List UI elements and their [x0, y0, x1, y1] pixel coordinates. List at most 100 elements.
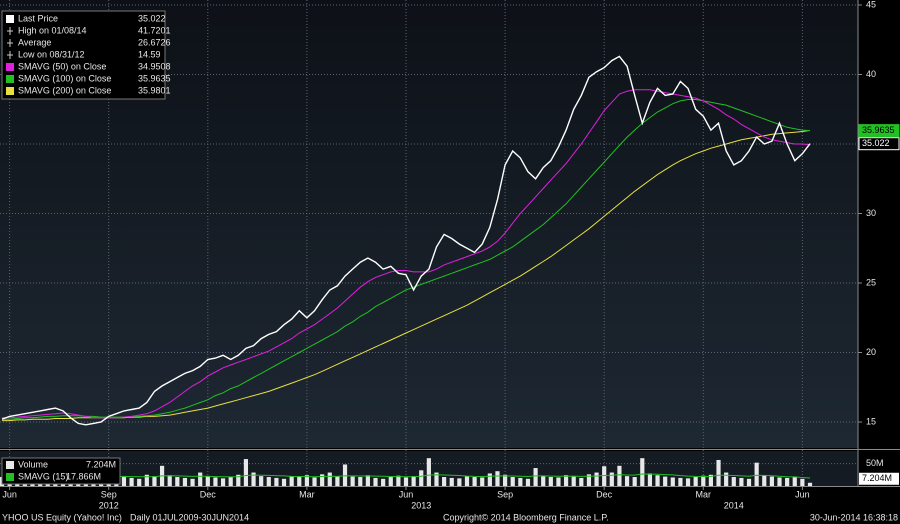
legend-label: Low on 08/31/12: [18, 49, 85, 59]
legend-label: SMAVG (50) on Close: [18, 61, 106, 71]
value-flag: [858, 124, 900, 138]
volume-bar: [442, 477, 447, 486]
series-line: [2, 99, 811, 420]
volume-bar: [762, 475, 767, 486]
volume-bar: [297, 477, 302, 486]
x-tick-label: Sep: [497, 489, 513, 499]
volume-bar: [655, 475, 660, 486]
x-tick-label: Jun: [2, 489, 17, 499]
volume-bar: [403, 477, 409, 486]
volume-bar: [274, 477, 279, 486]
volume-bar: [487, 473, 492, 486]
volume-bar: [777, 477, 782, 486]
volume-bar: [663, 476, 668, 486]
footer-security: YHOO US Equity (Yahoo! Inc): [2, 512, 122, 522]
volume-bar: [807, 482, 813, 486]
value-flag: [858, 137, 900, 151]
volume-bar: [373, 477, 378, 486]
volume-bar: [693, 477, 698, 486]
legend-label: SMAVG (200) on Close: [18, 85, 111, 95]
volume-bar: [335, 476, 340, 486]
volume-bar: [327, 472, 332, 486]
volume-bar: [388, 477, 393, 486]
volume-bar: [365, 475, 370, 486]
volume-bar: [541, 476, 546, 486]
volume-bar: [769, 476, 774, 486]
volume-bar: [510, 477, 515, 486]
series-line: [2, 89, 811, 419]
y-tick-label: 45: [866, 0, 876, 9]
legend-value: 7.204M: [86, 459, 116, 469]
volume-bar: [320, 474, 325, 486]
volume-bar: [144, 474, 149, 486]
volume-bar: [739, 477, 744, 486]
volume-bar: [137, 478, 142, 486]
y-axis-area: [858, 0, 900, 486]
x-tick-label: Jun: [795, 489, 810, 499]
series-line: [1, 55, 811, 426]
x-tick-label: Dec: [200, 489, 217, 499]
volume-bar: [670, 477, 675, 486]
legend-value: 17.866M: [66, 471, 101, 481]
volume-bar: [685, 478, 691, 486]
volume-bar: [579, 477, 584, 486]
x-tick-label: Mar: [299, 489, 315, 499]
legend-swatch: [6, 15, 14, 23]
volume-bar: [533, 468, 538, 486]
volume-bar: [312, 477, 317, 486]
x-tick-label: Dec: [596, 489, 613, 499]
series-line: [2, 129, 811, 422]
volume-bar: [495, 471, 500, 486]
volume-bar: [701, 475, 706, 486]
volume-bar: [632, 477, 637, 486]
volume-bar: [594, 472, 599, 486]
volume-bar: [647, 473, 653, 486]
volume-bar: [525, 478, 531, 486]
y-tick-label: 50M: [866, 458, 884, 468]
volume-bar: [350, 476, 355, 486]
legend-box: [1, 457, 121, 485]
volume-bar: [213, 477, 218, 486]
volume-bar: [724, 472, 729, 486]
volume-bar: [129, 477, 134, 486]
volume-bar: [640, 458, 645, 486]
volume-bar: [480, 477, 485, 486]
volume-bar: [785, 477, 790, 486]
volume-bar: [304, 475, 310, 486]
volume-bar: [342, 464, 348, 486]
x-tick-label: Mar: [696, 489, 712, 499]
legend-value: 35.9801: [138, 85, 171, 95]
y-tick-label: 15: [866, 416, 876, 426]
volume-bar: [502, 474, 508, 486]
volume-bar: [152, 476, 157, 486]
volume-bar: [800, 478, 805, 486]
volume-bar: [731, 477, 736, 486]
volume-bar: [289, 476, 294, 486]
legend-label: SMAVG (15): [18, 471, 68, 481]
volume-bar: [251, 472, 256, 486]
legend-label: SMAVG (100) on Close: [18, 73, 111, 83]
volume-bar: [259, 476, 264, 486]
legend-value: 35.022: [138, 13, 166, 23]
volume-bar: [449, 477, 454, 486]
legend-label: Volume: [18, 459, 48, 469]
volume-bar: [236, 474, 241, 486]
volume-bar: [746, 478, 752, 486]
legend-value: 14.59: [138, 49, 161, 59]
volume-bar: [571, 476, 576, 486]
y-tick-label: 30: [866, 208, 876, 218]
volume-bar: [678, 477, 683, 486]
x-tick-label: Sep: [101, 489, 117, 499]
volume-bar: [167, 475, 172, 486]
volume-bar: [518, 477, 523, 486]
volume-bar: [205, 476, 210, 486]
value-flag-label: 7.204M: [862, 473, 892, 483]
volume-bar: [609, 472, 614, 486]
plot-layer: 1520253035404550MJunSepDecMarJunSepDecMa…: [0, 0, 900, 510]
volume-bar: [563, 475, 569, 486]
volume-bar: [411, 476, 416, 486]
volume-bar: [198, 472, 203, 486]
volume-bar: [708, 474, 714, 486]
legend-value: 34.9508: [138, 61, 171, 71]
